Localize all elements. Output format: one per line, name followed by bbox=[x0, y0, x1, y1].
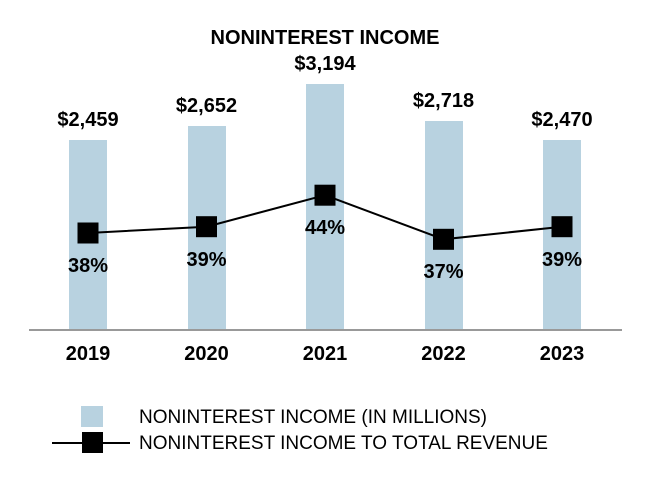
x-axis-label-2019: 2019 bbox=[65, 343, 111, 365]
bar-value-label-2019: $2,459 bbox=[57, 109, 119, 131]
x-axis-label-2020: 2020 bbox=[184, 343, 229, 365]
pct-label-2021: 44% bbox=[304, 217, 346, 240]
x-axis-line bbox=[29, 329, 622, 331]
legend-label-bar-series: NONINTEREST INCOME (IN MILLIONS) bbox=[139, 407, 488, 428]
pct-label-2023: 39% bbox=[541, 248, 583, 271]
chart-title: NONINTEREST INCOME bbox=[210, 27, 440, 49]
line-series-swatch-line bbox=[52, 442, 130, 444]
bar-2019 bbox=[69, 140, 107, 329]
bar-value-label-2022: $2,718 bbox=[412, 90, 475, 112]
pct-label-2020: 39% bbox=[186, 248, 227, 271]
line-series-swatch-marker bbox=[82, 432, 103, 453]
legend-label-line-series: NONINTEREST INCOME TO TOTAL REVENUE bbox=[139, 433, 548, 454]
bar-2021 bbox=[306, 84, 344, 329]
bar-value-label-2020: $2,652 bbox=[175, 95, 238, 117]
pct-label-2019: 38% bbox=[67, 255, 109, 277]
bar-series-swatch bbox=[81, 406, 103, 427]
x-axis-label-2021: 2021 bbox=[302, 343, 348, 365]
bar-2023 bbox=[543, 140, 581, 329]
pct-label-2022: 37% bbox=[423, 261, 464, 284]
bar-2020 bbox=[187, 126, 226, 329]
bar-2022 bbox=[424, 121, 463, 329]
bar-value-label-2021: $3,194 bbox=[294, 53, 356, 75]
x-axis-label-2023: 2023 bbox=[539, 343, 585, 365]
x-axis-label-2022: 2022 bbox=[421, 343, 466, 365]
bar-value-label-2023: $2,470 bbox=[531, 109, 593, 131]
